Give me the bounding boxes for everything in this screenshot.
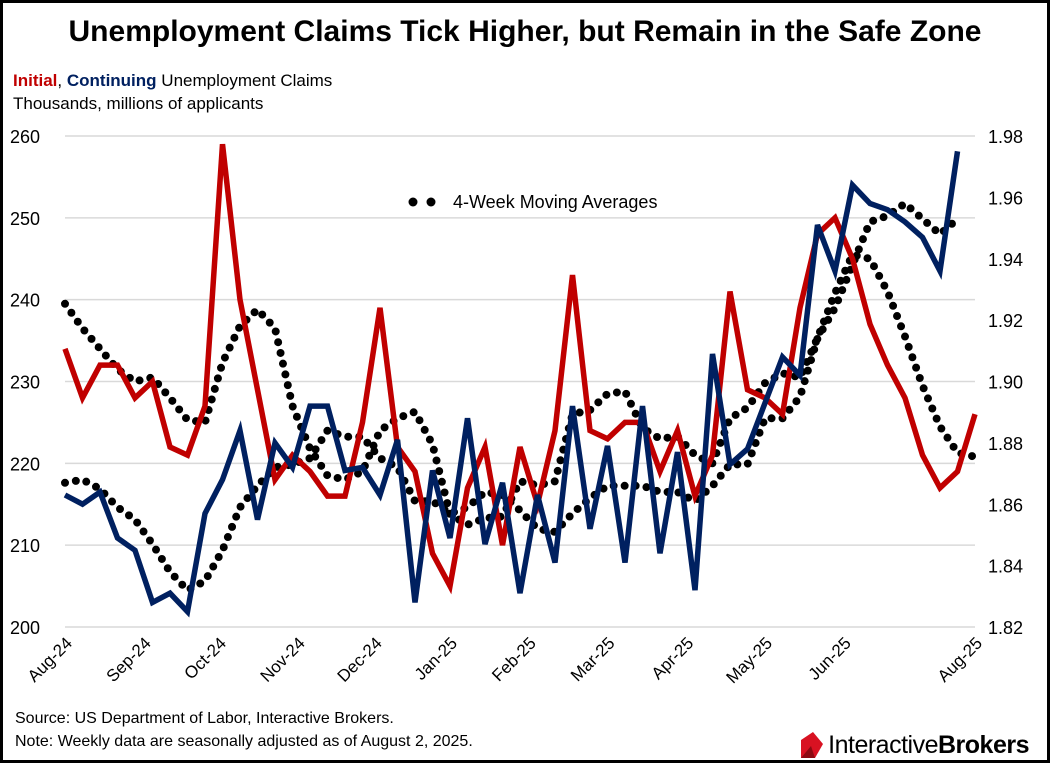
right-axis-tick: 1.90: [988, 373, 1023, 393]
units-subtitle: Thousands, millions of applicants: [13, 94, 264, 113]
legend-continuing: Continuing: [66, 71, 157, 90]
right-axis-tick: 1.98: [988, 127, 1023, 147]
x-axis-tick: Aug-24: [24, 634, 76, 686]
left-axis-tick: 200: [10, 618, 40, 638]
legend-rest: Unemployment Claims: [156, 71, 333, 90]
x-axis-tick: Oct-24: [181, 634, 231, 684]
left-axis-tick: 250: [10, 209, 40, 229]
annotation-ma: 4-Week Moving Averages: [408, 192, 657, 212]
x-axis-tick: Mar-25: [567, 634, 619, 686]
annotation-dot: [408, 197, 418, 207]
left-axis-tick: 240: [10, 291, 40, 311]
annotation-dot: [426, 197, 436, 207]
x-axis-tick: Sep-24: [103, 634, 155, 686]
x-axis-tick: May-25: [723, 634, 777, 688]
x-axis-tick: Jan-25: [411, 634, 461, 684]
interactive-brokers-logo: Interactive Brokers: [799, 730, 1030, 760]
logo-text-1: Interactive: [828, 730, 938, 759]
data-note: Note: Weekly data are seasonally adjuste…: [15, 733, 473, 750]
left-axis-tick: 230: [10, 373, 40, 393]
right-axis-tick: 1.84: [988, 557, 1023, 577]
legend-separator: ,: [57, 71, 67, 90]
x-axis-tick: Apr-25: [648, 634, 698, 684]
logo-text-2: Brokers: [938, 730, 1030, 759]
x-axis-tick: Dec-24: [334, 634, 386, 686]
series-initial: [62, 143, 978, 595]
x-axis-tick: Aug-25: [934, 634, 986, 686]
legend-subtitle: Initial, Continuing Unemployment Claims: [13, 71, 332, 91]
right-axis-tick: 1.92: [988, 311, 1023, 331]
series-initial-ma: [61, 250, 979, 530]
right-axis-tick: 1.82: [988, 618, 1023, 638]
series-continuing: [63, 150, 961, 618]
left-axis-tick: 210: [10, 536, 40, 556]
chart-title: Unemployment Claims Tick Higher, but Rem…: [68, 15, 982, 48]
right-axis-tick: 1.96: [988, 188, 1023, 208]
x-axis-tick: Nov-24: [257, 634, 309, 686]
x-axis-tick: Feb-25: [488, 634, 540, 686]
right-axis-tick: 1.94: [988, 250, 1023, 270]
left-axis-tick: 260: [10, 127, 40, 147]
left-axis-tick: 220: [10, 454, 40, 474]
logo-icon: [801, 732, 824, 758]
x-axis-tick: Jun-25: [805, 634, 855, 684]
annotation-text: 4-Week Moving Averages: [453, 192, 657, 212]
right-axis-tick: 1.88: [988, 434, 1023, 454]
right-axis-tick: 1.86: [988, 495, 1023, 515]
legend-initial: Initial: [13, 71, 58, 90]
source-note: Source: US Department of Labor, Interact…: [15, 710, 394, 727]
